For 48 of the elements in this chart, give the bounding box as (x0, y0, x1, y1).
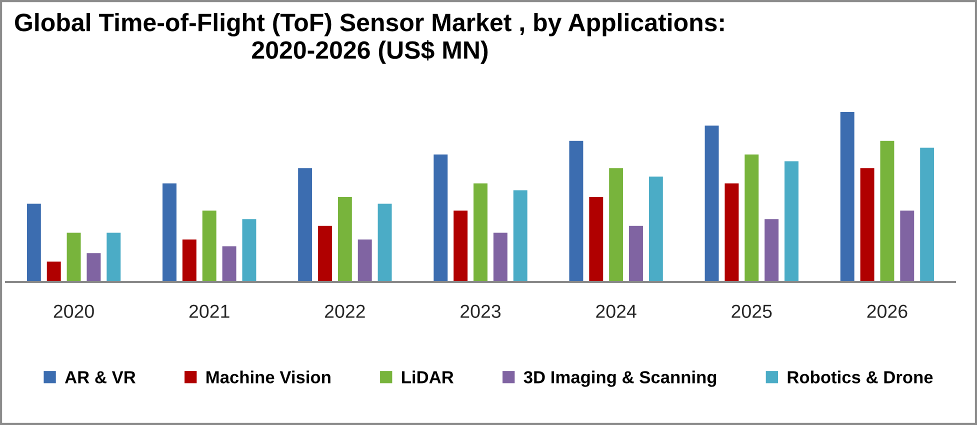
legend-label: LiDAR (402, 370, 454, 384)
legend-label: Machine Vision (206, 370, 330, 384)
bar (860, 168, 874, 282)
bar (704, 126, 719, 282)
x-tick-label: 2020 (54, 304, 94, 318)
bar (242, 219, 256, 282)
legend-label: AR & VR (64, 371, 136, 384)
bar (589, 197, 604, 282)
bar (569, 140, 584, 282)
bar (724, 183, 739, 282)
bar (629, 226, 643, 282)
bar (474, 183, 488, 282)
x-tick-label: 2026 (867, 304, 908, 318)
bar (784, 161, 798, 282)
bar (162, 183, 176, 282)
bar (66, 232, 81, 282)
x-tick-label: 2023 (460, 304, 501, 318)
bar (900, 210, 914, 282)
bar (454, 210, 468, 282)
bar (182, 240, 196, 282)
bar (46, 262, 61, 282)
bar (298, 168, 312, 282)
bar (86, 253, 101, 282)
bar (434, 154, 448, 282)
x-tick-label: 2025 (732, 304, 772, 318)
bar (338, 197, 352, 282)
x-tick-label: 2022 (325, 304, 365, 318)
bar (318, 226, 332, 282)
bar (26, 204, 41, 282)
bar (202, 210, 216, 282)
legend-label: Robotics & Drone (788, 370, 933, 384)
bar (222, 246, 236, 282)
bar (378, 204, 392, 282)
bar (840, 112, 854, 282)
bar (920, 148, 934, 282)
x-tick-label: 2021 (189, 304, 230, 318)
bar (358, 240, 372, 282)
bar (609, 168, 624, 282)
bar (513, 190, 528, 282)
bar (106, 232, 121, 282)
bar (764, 219, 779, 282)
x-tick-label: 2024 (596, 304, 636, 318)
chart-title: Global Time-of-Flight (ToF) Sensor Market , by Applications: 2020-2026 (US$ MN) (15, 13, 724, 64)
legend-label: 3D Imaging & Scanning (524, 370, 716, 387)
bar (648, 176, 663, 282)
bar (880, 140, 894, 282)
bar (744, 154, 759, 282)
bar (493, 232, 508, 282)
